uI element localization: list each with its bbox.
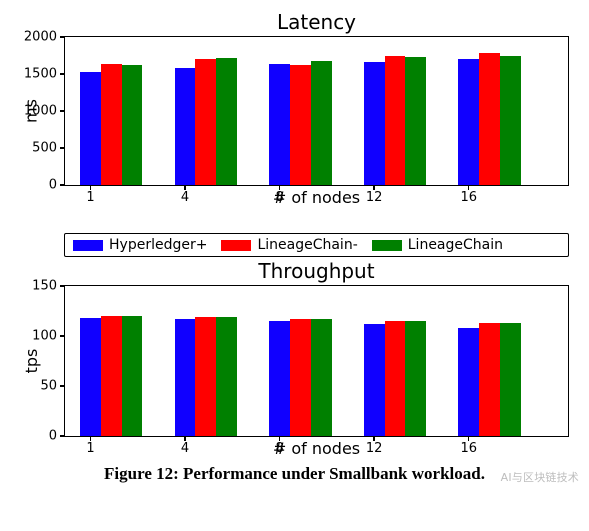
xtick-label: 8	[275, 441, 283, 456]
ytick-label: 500	[32, 141, 57, 156]
xtick-label: 8	[275, 190, 283, 205]
xtick-label: 4	[181, 441, 189, 456]
latency-plot-frame: ms 05001000150020001481216	[64, 36, 569, 186]
xtick-mark	[373, 185, 375, 190]
bar-lineagechain	[405, 321, 426, 436]
ytick-mark	[60, 36, 65, 38]
xtick-mark	[90, 185, 92, 190]
legend-label-lcminus: LineageChain-	[257, 237, 357, 253]
xtick-label: 1	[86, 190, 94, 205]
xtick-label: 16	[460, 441, 477, 456]
ytick-mark	[60, 184, 65, 186]
legend-item-lc: LineageChain	[372, 237, 503, 253]
xtick-mark	[90, 436, 92, 441]
bar-lineagechain	[500, 56, 521, 186]
xtick-label: 4	[181, 190, 189, 205]
xtick-mark	[184, 185, 186, 190]
bar-lineagechain_minus	[101, 64, 122, 185]
ytick-mark	[60, 147, 65, 149]
bar-lineagechain_minus	[385, 321, 406, 436]
bar-lineagechain_minus	[290, 65, 311, 185]
bar-hyperledger	[80, 72, 101, 185]
bar-hyperledger	[175, 319, 196, 436]
xtick-label: 12	[366, 441, 383, 456]
ytick-label: 1000	[24, 104, 57, 119]
bar-lineagechain	[311, 61, 332, 185]
ytick-label: 0	[49, 178, 57, 193]
bar-lineagechain_minus	[479, 323, 500, 436]
ytick-label: 0	[49, 429, 57, 444]
bar-hyperledger	[175, 68, 196, 185]
throughput-chart: Throughput tps 0501001501481216 # of nod…	[64, 259, 569, 458]
ytick-label: 150	[32, 279, 57, 294]
xtick-label: 1	[86, 441, 94, 456]
latency-xlabel: # of nodes	[64, 188, 569, 207]
latency-title: Latency	[64, 10, 569, 34]
bar-hyperledger	[458, 59, 479, 185]
bar-lineagechain_minus	[479, 53, 500, 185]
bar-hyperledger	[364, 62, 385, 185]
xtick-label: 16	[460, 190, 477, 205]
bar-hyperledger	[269, 321, 290, 436]
ytick-label: 2000	[24, 30, 57, 45]
legend-label-hyperledger: Hyperledger+	[109, 237, 207, 253]
ytick-label: 100	[32, 329, 57, 344]
xtick-label: 12	[366, 190, 383, 205]
legend-item-hyperledger: Hyperledger+	[73, 237, 207, 253]
throughput-ylabel: tps	[22, 349, 41, 374]
legend: Hyperledger+ LineageChain- LineageChain	[64, 233, 569, 257]
legend-item-lcminus: LineageChain-	[221, 237, 357, 253]
xtick-mark	[279, 436, 281, 441]
legend-label-lc: LineageChain	[408, 237, 503, 253]
bar-lineagechain	[122, 65, 143, 185]
bar-hyperledger	[269, 64, 290, 185]
xtick-mark	[468, 436, 470, 441]
xtick-mark	[184, 436, 186, 441]
bar-lineagechain_minus	[195, 59, 216, 185]
xtick-mark	[373, 436, 375, 441]
bar-lineagechain	[311, 319, 332, 436]
figure-caption: Figure 12: Performance under Smallbank w…	[14, 464, 575, 484]
ytick-label: 1500	[24, 67, 57, 82]
ytick-mark	[60, 73, 65, 75]
throughput-plot-frame: tps 0501001501481216	[64, 285, 569, 437]
bar-lineagechain	[216, 317, 237, 436]
ytick-mark	[60, 110, 65, 112]
bar-hyperledger	[80, 318, 101, 436]
bar-lineagechain	[405, 57, 426, 185]
ytick-mark	[60, 385, 65, 387]
xtick-mark	[279, 185, 281, 190]
legend-swatch-lcminus	[221, 240, 251, 251]
bar-lineagechain_minus	[101, 316, 122, 436]
latency-plot-area: ms 05001000150020001481216	[65, 37, 568, 185]
bar-lineagechain_minus	[290, 319, 311, 436]
ytick-mark	[60, 335, 65, 337]
bar-lineagechain_minus	[195, 317, 216, 436]
bar-lineagechain	[122, 316, 143, 436]
bar-lineagechain_minus	[385, 56, 406, 186]
latency-chart: Latency ms 05001000150020001481216 # of …	[64, 10, 569, 207]
xtick-mark	[468, 185, 470, 190]
throughput-xlabel: # of nodes	[64, 439, 569, 458]
throughput-title: Throughput	[64, 259, 569, 283]
throughput-plot-area: tps 0501001501481216	[65, 286, 568, 436]
bar-hyperledger	[364, 324, 385, 436]
bar-hyperledger	[458, 328, 479, 436]
bar-lineagechain	[500, 323, 521, 436]
legend-swatch-hyperledger	[73, 240, 103, 251]
bar-lineagechain	[216, 58, 237, 185]
ytick-label: 50	[40, 379, 57, 394]
ytick-mark	[60, 435, 65, 437]
ytick-mark	[60, 285, 65, 287]
legend-swatch-lc	[372, 240, 402, 251]
